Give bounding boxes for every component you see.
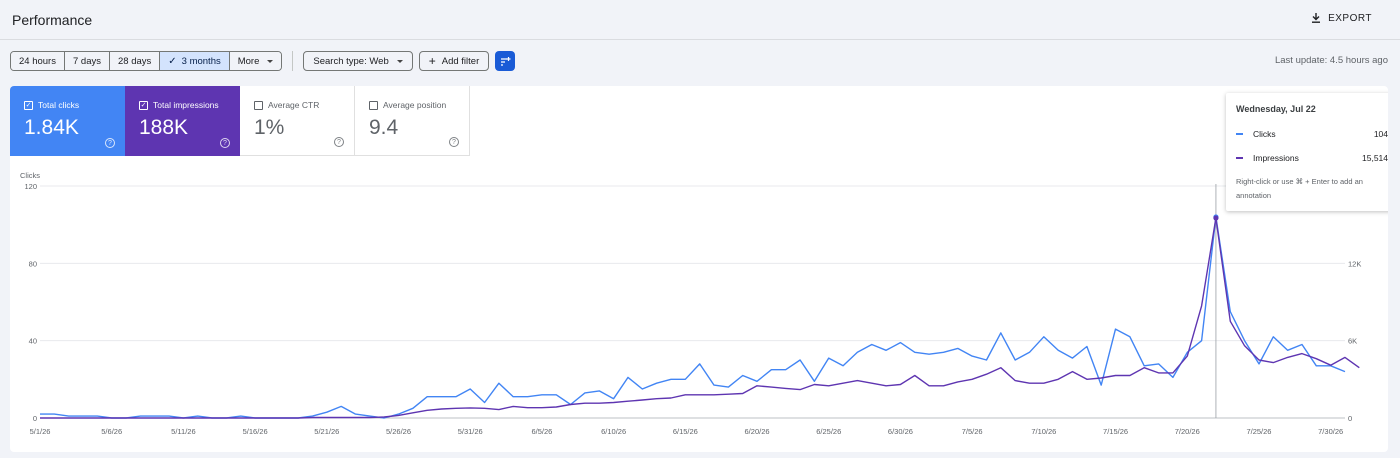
- y-right-tick-label: 6K: [1348, 337, 1357, 346]
- x-tick-label: 7/30/26: [1318, 427, 1343, 436]
- checkbox-checked-icon: ✓: [139, 100, 148, 110]
- date-range-selector: 24 hours 7 days 28 days ✓ 3 months More: [10, 51, 283, 71]
- more-ranges-dropdown[interactable]: More: [229, 52, 282, 70]
- help-icon[interactable]: ?: [220, 138, 230, 148]
- checkbox-checked-icon: ✓: [24, 100, 33, 110]
- x-tick-label: 7/25/26: [1246, 427, 1271, 436]
- x-tick-label: 6/25/26: [816, 427, 841, 436]
- x-tick-label: 7/15/26: [1103, 427, 1128, 436]
- range-3-months-button[interactable]: ✓ 3 months: [160, 52, 230, 70]
- search-type-dropdown[interactable]: Search type: Web: [303, 51, 413, 71]
- plus-icon: +: [428, 54, 436, 68]
- metric-label-row: ✓ Total impressions: [139, 100, 228, 110]
- help-icon[interactable]: ?: [105, 138, 115, 148]
- tooltip-impressions-value: 15,514: [1362, 153, 1388, 163]
- x-tick-label: 7/5/26: [962, 427, 983, 436]
- metric-value: 9.4: [369, 116, 399, 139]
- series-swatch: [1236, 157, 1243, 159]
- metric-label: Average position: [383, 100, 447, 110]
- page-header: Performance EXPORT: [0, 0, 1400, 40]
- filter-sliders-icon: [500, 56, 511, 66]
- check-icon: ✓: [168, 55, 177, 67]
- filter-toolbar: 24 hours 7 days 28 days ✓ 3 months More S…: [10, 51, 516, 71]
- metric-label-row: Average CTR: [254, 100, 342, 110]
- x-tick-label: 5/31/26: [458, 427, 483, 436]
- hover-point-impressions: [1213, 215, 1219, 221]
- tooltip-clicks-value: 104: [1373, 129, 1388, 139]
- help-icon[interactable]: ?: [449, 137, 459, 147]
- metric-value: 188K: [139, 116, 189, 139]
- tooltip-row-impressions: Impressions 15,514: [1236, 153, 1388, 163]
- caret-down-icon: [396, 59, 403, 63]
- series-line-impressions: [40, 217, 1360, 419]
- x-tick-label: 6/15/26: [673, 427, 698, 436]
- x-tick-label: 7/20/26: [1175, 427, 1200, 436]
- range-28-days-button[interactable]: 28 days: [109, 52, 161, 70]
- x-tick-label: 6/30/26: [888, 427, 913, 436]
- x-tick-label: 5/26/26: [386, 427, 411, 436]
- range-label: 3 months: [181, 55, 221, 67]
- x-tick-label: 5/1/26: [30, 427, 51, 436]
- chart-tooltip: Wednesday, Jul 22 Clicks 104 Impressions…: [1226, 93, 1388, 211]
- x-tick-label: 5/21/26: [314, 427, 339, 436]
- y-left-tick-label: 40: [29, 337, 37, 346]
- performance-card: Clicks 0 40 80 120 0 6K 12K 5/1/26 5/6/26 5/11/26 5…: [10, 86, 1388, 452]
- x-tick-label: 5/6/26: [101, 427, 122, 436]
- y-left-tick-label: 120: [24, 182, 37, 191]
- metric-label-row: Average position: [369, 100, 457, 110]
- tooltip-clicks-label: Clicks: [1253, 129, 1276, 139]
- x-tick-label: 6/5/26: [531, 427, 552, 436]
- metric-average-ctr[interactable]: Average CTR 1% ?: [240, 86, 355, 156]
- range-24-hours-button[interactable]: 24 hours: [11, 52, 65, 70]
- range-label: 7 days: [72, 55, 101, 67]
- y-right-tick-label: 0: [1348, 414, 1352, 423]
- x-tick-label: 6/10/26: [601, 427, 626, 436]
- range-7-days-button[interactable]: 7 days: [64, 52, 110, 70]
- export-button[interactable]: EXPORT: [1310, 12, 1372, 24]
- series-swatch: [1236, 133, 1243, 135]
- tooltip-row-clicks: Clicks 104: [1236, 129, 1388, 139]
- tooltip-date: Wednesday, Jul 22: [1236, 104, 1316, 114]
- x-tick-label: 5/16/26: [243, 427, 268, 436]
- page-title: Performance: [12, 12, 93, 28]
- metric-label-row: ✓ Total clicks: [24, 100, 113, 110]
- caret-down-icon: [267, 59, 274, 63]
- toolbar-divider: [292, 51, 294, 71]
- metric-total-impressions[interactable]: ✓ Total impressions 188K ?: [125, 86, 240, 156]
- metric-average-position[interactable]: Average position 9.4 ?: [355, 86, 470, 156]
- x-tick-label: 5/11/26: [171, 427, 195, 436]
- more-label: More: [237, 55, 260, 67]
- add-filter-button[interactable]: + Add filter: [418, 51, 490, 71]
- metric-label: Total impressions: [153, 100, 219, 110]
- export-label: EXPORT: [1328, 12, 1372, 24]
- y-right-tick-label: 12K: [1348, 259, 1361, 268]
- tooltip-impressions-label: Impressions: [1253, 153, 1299, 163]
- metric-total-clicks[interactable]: ✓ Total clicks 1.84K ?: [10, 86, 125, 156]
- range-label: 28 days: [117, 55, 152, 67]
- y-left-tick-label: 0: [33, 414, 37, 423]
- y-left-tick-label: 80: [29, 259, 37, 268]
- checkbox-unchecked-icon: [369, 100, 378, 110]
- tooltip-hint: Right-click or use ⌘ + Enter to add an a…: [1236, 177, 1363, 200]
- filter-settings-button[interactable]: [495, 51, 516, 71]
- x-tick-label: 7/10/26: [1031, 427, 1056, 436]
- checkbox-unchecked-icon: [254, 100, 263, 110]
- metric-value: 1%: [254, 116, 285, 139]
- search-type-label: Search type: Web: [313, 55, 389, 67]
- help-icon[interactable]: ?: [334, 137, 344, 147]
- performance-chart[interactable]: Clicks 0 40 80 120 0 6K 12K 5/1/26 5/6/26 5/11/26 5…: [10, 86, 1388, 452]
- download-icon: [1312, 13, 1321, 23]
- x-tick-label: 6/20/26: [745, 427, 770, 436]
- y-axis-label: Clicks: [20, 171, 40, 180]
- add-filter-label: Add filter: [441, 55, 480, 67]
- metric-label: Average CTR: [268, 100, 320, 110]
- series-line-clicks: [40, 216, 1346, 419]
- range-label: 24 hours: [19, 55, 56, 67]
- metric-label: Total clicks: [38, 100, 80, 110]
- metric-value: 1.84K: [24, 116, 79, 139]
- last-update-text: Last update: 4.5 hours ago: [1274, 55, 1388, 66]
